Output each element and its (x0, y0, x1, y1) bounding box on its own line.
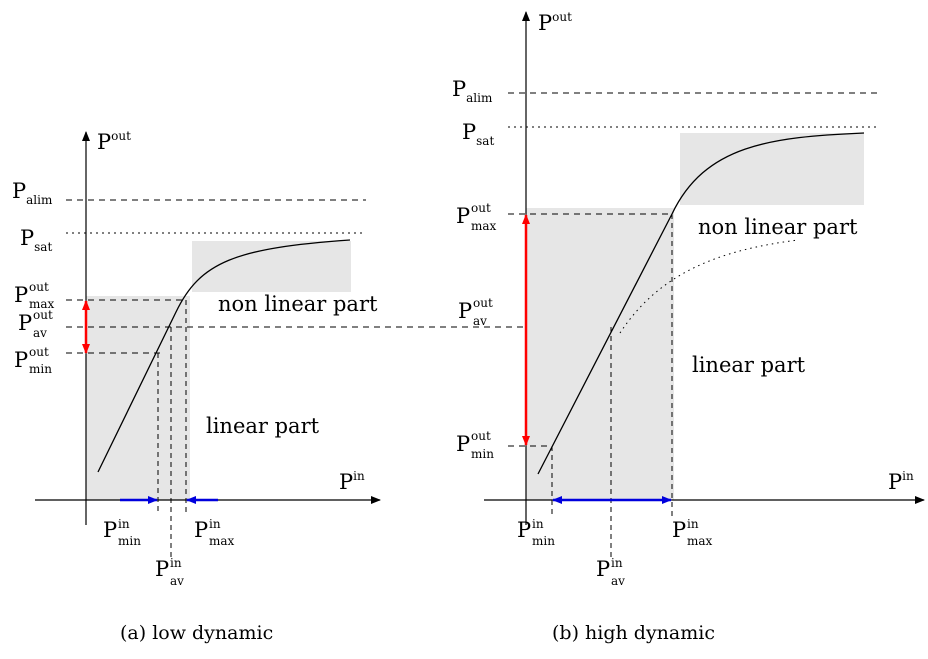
svg-text:Palim: Palim (12, 179, 53, 207)
av-out-label-sup-b: out (473, 296, 493, 310)
caption-a: (a) low dynamic (120, 622, 273, 644)
min-in-label-base-a: P (103, 518, 117, 542)
max-in-label-sub-b: max (687, 534, 713, 548)
min-in-label-sub-a: min (118, 534, 141, 548)
svg-text:Pout: Pout (538, 10, 572, 35)
x-axis-label-sup-a: in (353, 469, 365, 483)
caption-b: (b) high dynamic (552, 622, 715, 644)
transfer-curve-b (537, 132, 865, 475)
y-axis-label-sup-a: out (111, 129, 131, 143)
max-in-label-base-a: P (194, 518, 208, 542)
x-axis-label-base-b: P (888, 470, 902, 494)
min-in-label-sup-b: in (532, 517, 544, 531)
max-out-label-sub-a: max (29, 297, 55, 311)
svg-text:Pin: Pin (888, 469, 914, 494)
sat-label-sub-a: sat (34, 240, 52, 254)
sat-label-base-a: P (20, 226, 34, 250)
max-out-label-sup-a: out (29, 280, 49, 294)
svg-text:Pin: Pin (339, 469, 365, 494)
svg-text:Psat: Psat (462, 120, 494, 148)
max-in-label-base-b: P (672, 518, 686, 542)
linear-region-a (86, 296, 190, 500)
min-in-label-sub-b: min (532, 534, 555, 548)
y-axis-label-sup-b: out (552, 10, 572, 24)
min-in-label-base-b: P (517, 518, 531, 542)
alim-label-base-a: P (12, 179, 26, 203)
max-out-label-sub-b: max (471, 219, 497, 233)
nonlinear-label-a: non linear part (218, 292, 378, 316)
min-in-label-sup-a: in (118, 517, 130, 531)
min-out-label-sup-b: out (471, 429, 491, 443)
av-out-label-sub-a: av (33, 326, 47, 340)
x-axis-label-base-a: P (339, 470, 353, 494)
min-out-label-sup-a: out (29, 345, 49, 359)
sat-label-sub-b: sat (476, 134, 494, 148)
linear-label-a: linear part (206, 414, 320, 438)
svg-text:Psat: Psat (20, 226, 52, 254)
nonlinear-region-a (192, 241, 351, 292)
max-out-label-base-b: P (456, 204, 470, 228)
y-axis-label-base-b: P (538, 11, 552, 35)
x-axis-label-sup-b: in (902, 469, 914, 483)
transfer-curve-a (97, 239, 351, 473)
av-out-label-base-b: P (458, 299, 472, 323)
panel-low-dynamic: Pout Pin Palim Psat P out max P out av P… (12, 129, 630, 644)
max-out-label-sup-b: out (471, 201, 491, 215)
av-out-label-base-a: P (18, 311, 32, 335)
min-out-label-sub-b: min (471, 447, 494, 461)
av-in-label-sub-a: av (170, 574, 184, 588)
av-out-label-sup-a: out (33, 308, 53, 322)
alim-label-sub-b: alim (466, 91, 493, 105)
max-in-label-sup-b: in (687, 517, 699, 531)
av-in-label-base-b: P (596, 557, 610, 581)
max-in-label-sup-a: in (209, 517, 221, 531)
svg-text:Pout: Pout (97, 129, 131, 154)
av-in-label-sup-b: in (611, 556, 623, 570)
linear-label-b: linear part (692, 353, 806, 377)
nonlinear-label-b: non linear part (698, 215, 858, 239)
alim-label-base-b: P (452, 77, 466, 101)
sat-label-base-b: P (462, 120, 476, 144)
min-out-label-sub-a: min (29, 362, 52, 376)
min-out-label-base-b: P (456, 432, 470, 456)
av-in-label-base-a: P (155, 557, 169, 581)
max-in-label-sub-a: max (209, 534, 235, 548)
nonlinear-region-b (680, 133, 864, 205)
max-out-label-base-a: P (14, 283, 28, 307)
min-out-label-base-a: P (14, 348, 28, 372)
panel-high-dynamic: Pout Pin Palim Psat P out max P out av P… (452, 10, 925, 644)
svg-text:Palim: Palim (452, 77, 493, 105)
av-in-label-sup-a: in (170, 556, 182, 570)
av-out-label-sub-b: av (473, 314, 487, 328)
alim-label-sub-a: alim (26, 193, 53, 207)
av-in-label-sub-b: av (611, 574, 625, 588)
y-axis-label-base-a: P (97, 130, 111, 154)
